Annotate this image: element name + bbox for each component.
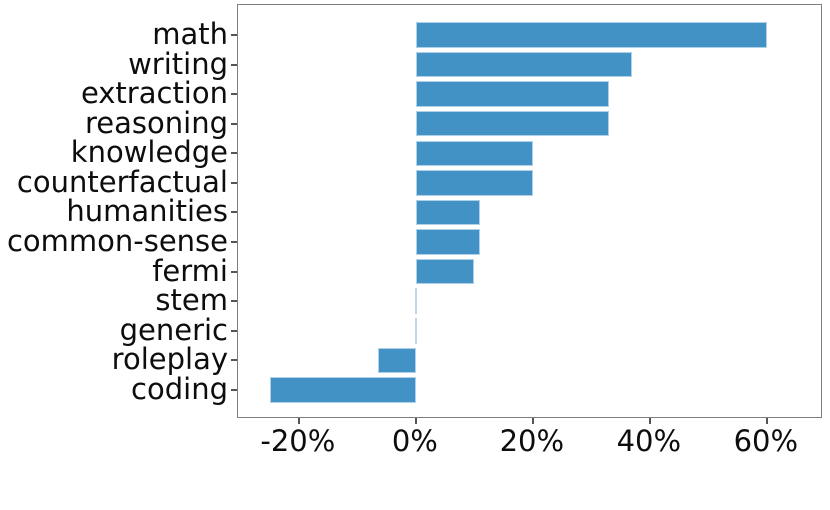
x-tick-mark — [531, 417, 534, 424]
y-tick-label-reasoning: reasoning — [85, 105, 228, 140]
x-tick-label-40%: 40% — [616, 424, 682, 458]
y-tick-label-math: math — [152, 17, 228, 51]
bar-counterfactual — [415, 170, 533, 196]
y-tick-mark — [230, 93, 237, 96]
y-tick-mark — [230, 63, 237, 66]
y-tick-label-coding: coding — [131, 371, 228, 406]
bar-stem — [414, 288, 417, 314]
y-tick-mark — [230, 181, 237, 184]
y-tick-label-generic: generic — [119, 312, 228, 347]
y-tick-mark — [230, 300, 237, 303]
bar-roleplay — [377, 347, 416, 374]
bar-coding — [269, 377, 416, 403]
bar-extraction — [415, 81, 609, 107]
x-tick-label-0%: 0% — [391, 424, 438, 458]
y-tick-mark — [230, 241, 237, 244]
y-tick-mark — [230, 152, 237, 155]
y-tick-label-humanities: humanities — [66, 194, 228, 229]
y-tick-mark — [230, 270, 237, 273]
y-tick-label-extraction: extraction — [80, 76, 228, 111]
bar-knowledge — [415, 140, 533, 167]
y-tick-mark — [230, 359, 237, 362]
y-tick-mark — [230, 122, 237, 125]
bar-math — [415, 22, 767, 48]
y-tick-label-writing: writing — [128, 46, 228, 81]
x-tick-label--20%: -20% — [260, 424, 336, 458]
bar-fermi — [415, 258, 475, 285]
x-tick-label-60%: 60% — [733, 424, 799, 458]
y-tick-label-stem: stem — [155, 283, 228, 318]
y-tick-mark — [230, 34, 237, 36]
bar-common-sense — [415, 229, 481, 255]
plot-area — [230, 4, 822, 424]
x-tick-mark — [414, 417, 417, 424]
x-tick-label-20%: 20% — [499, 424, 565, 458]
bar-generic — [414, 318, 417, 344]
y-tick-mark — [230, 329, 237, 332]
x-tick-mark — [648, 417, 651, 424]
y-tick-mark — [230, 211, 237, 214]
x-tick-mark — [765, 417, 768, 424]
bar-humanities — [415, 199, 481, 226]
bar-reasoning — [415, 110, 609, 137]
y-tick-label-knowledge: knowledge — [70, 135, 228, 170]
y-tick-label-fermi: fermi — [152, 253, 228, 288]
bar-writing — [415, 51, 633, 78]
y-tick-label-counterfactual: counterfactual — [16, 164, 228, 199]
x-tick-mark — [297, 417, 300, 424]
y-tick-mark — [230, 388, 237, 391]
y-tick-label-roleplay: roleplay — [111, 342, 228, 377]
y-tick-label-common-sense: common-sense — [6, 224, 228, 259]
